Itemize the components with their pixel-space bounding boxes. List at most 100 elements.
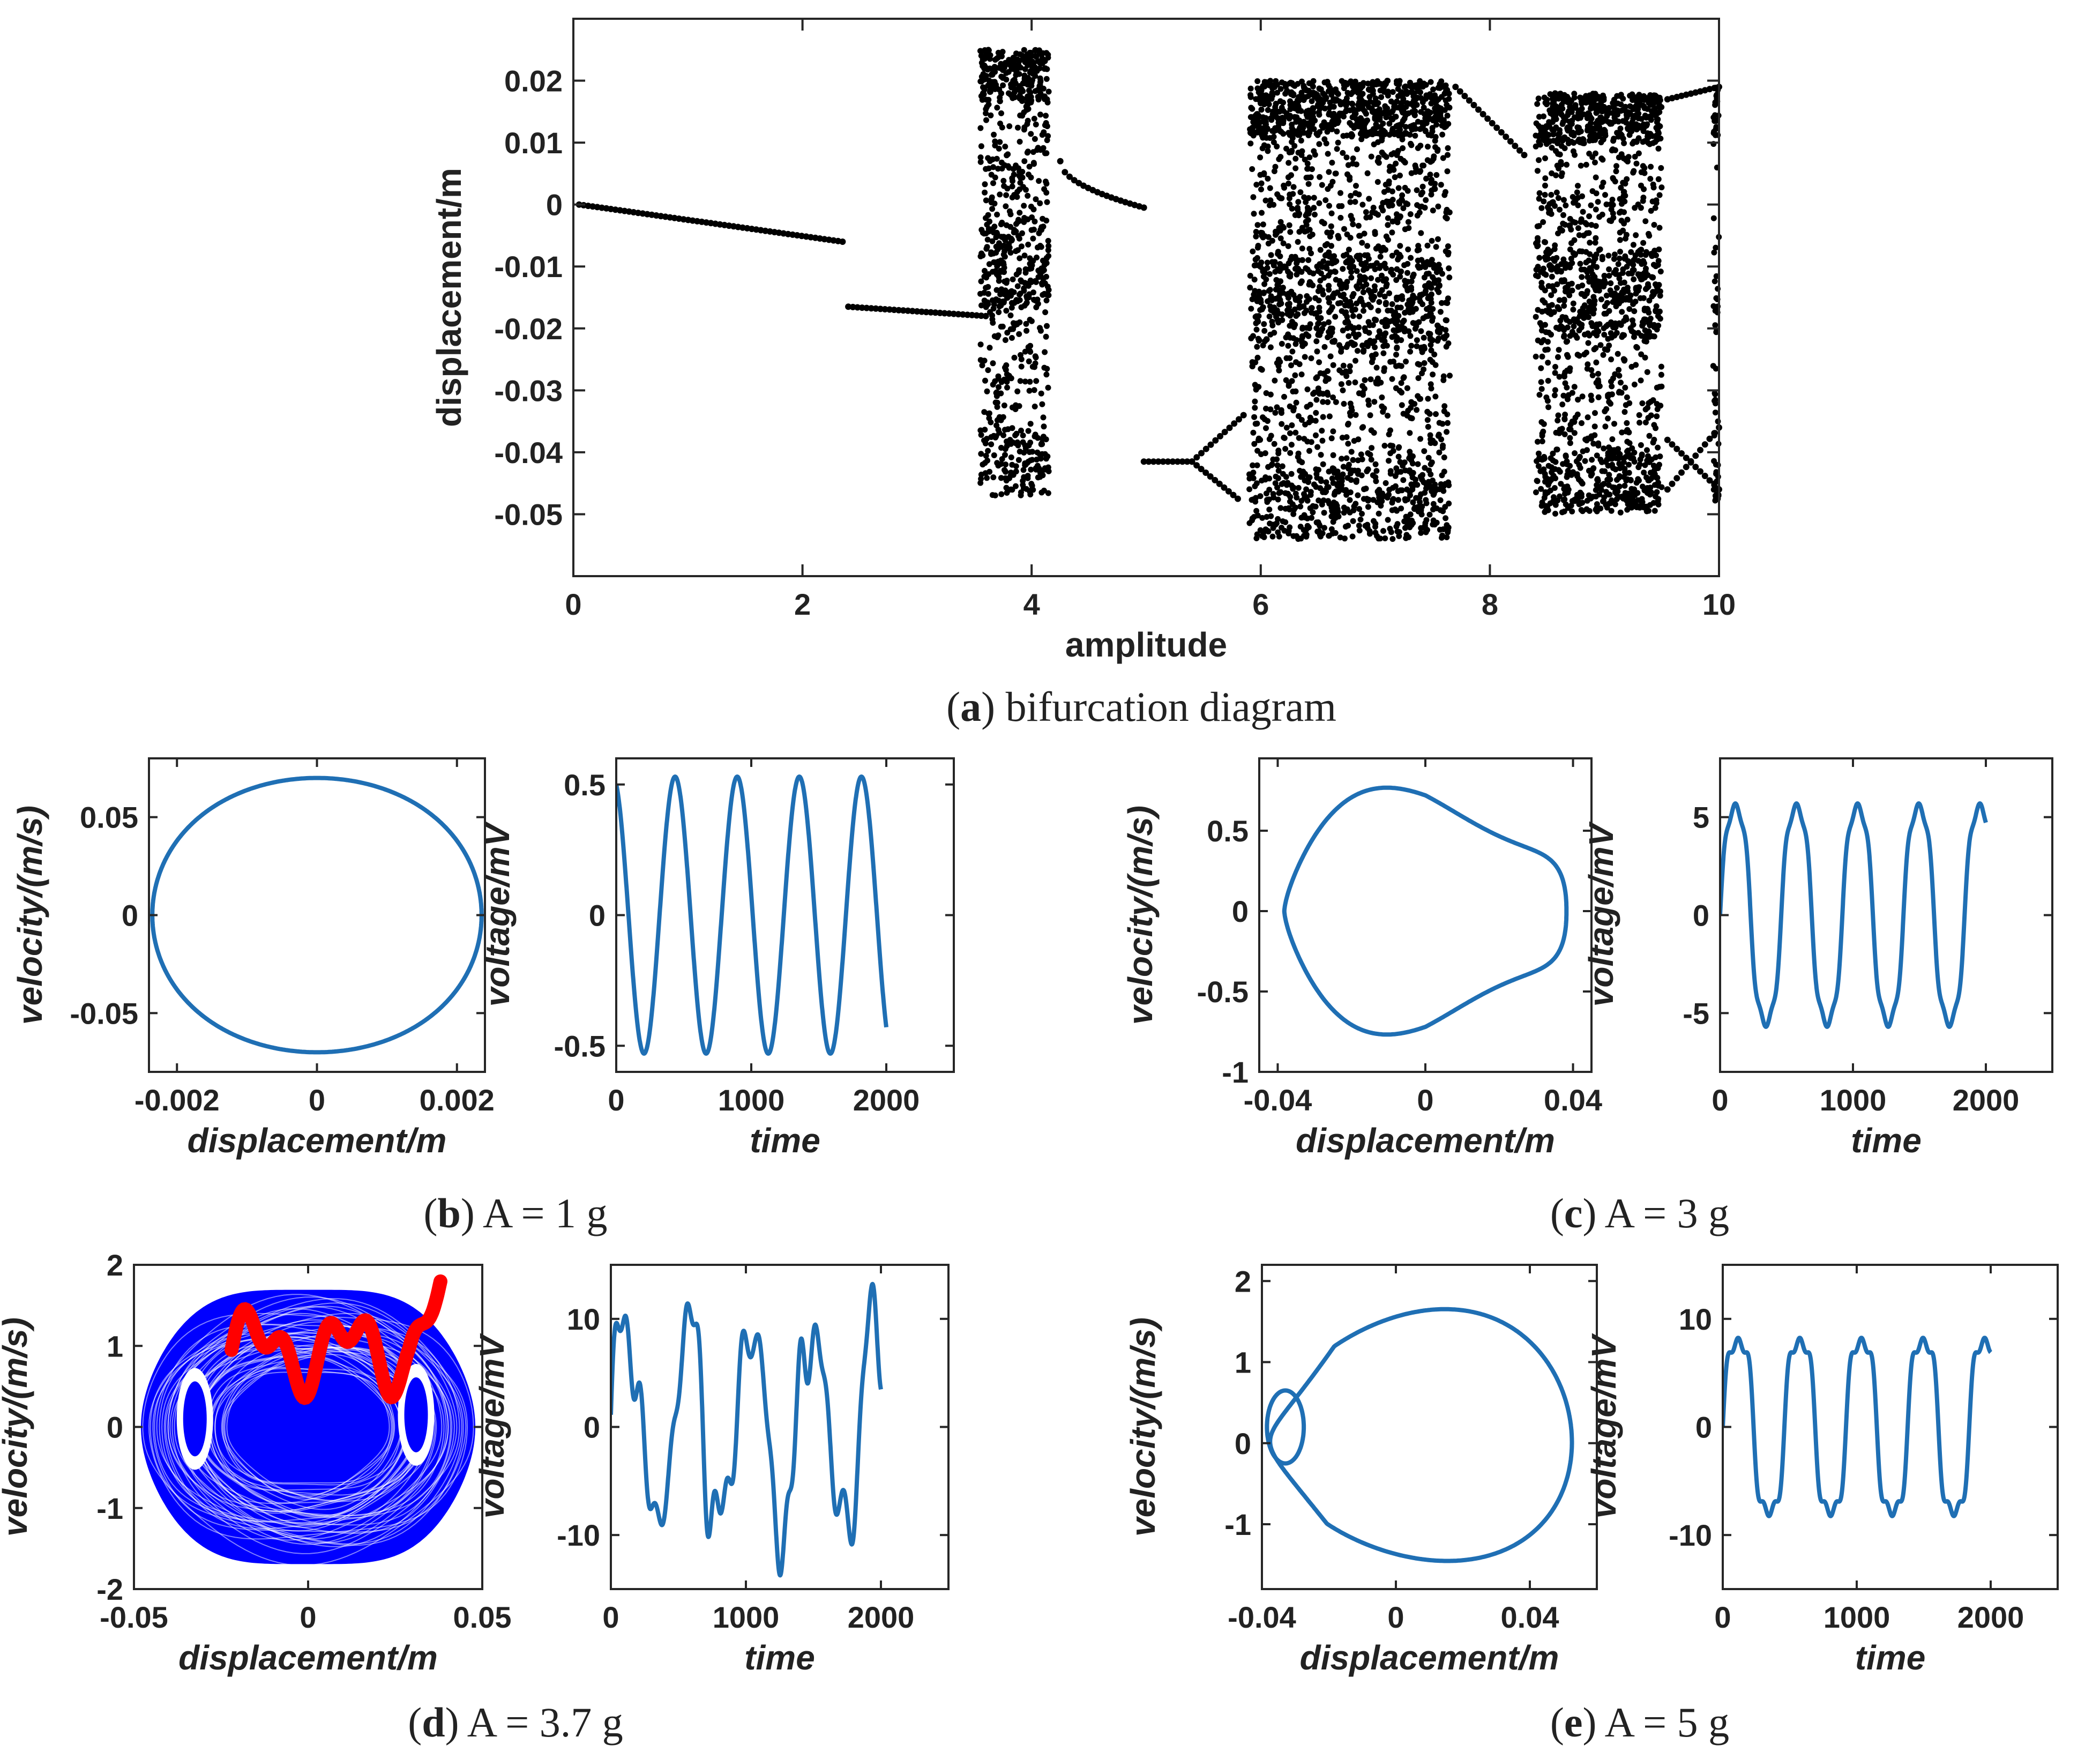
chaotic-point [1399, 89, 1404, 95]
chaotic-point [1357, 92, 1364, 99]
chaotic-point [1362, 275, 1369, 281]
chaotic-point [1357, 131, 1364, 137]
chaotic-point [1270, 525, 1276, 531]
chaotic-point [1384, 318, 1391, 324]
branch-point [1140, 458, 1147, 465]
chaotic-point [1298, 278, 1305, 285]
branch-point [1692, 452, 1699, 459]
chaotic-point [1402, 83, 1409, 90]
chaotic-point [1312, 117, 1318, 124]
chaotic-point [1641, 338, 1648, 344]
chaotic-point [1423, 517, 1430, 523]
chaotic-point [1364, 170, 1371, 176]
chaotic-point [1020, 482, 1026, 488]
chaotic-point [1027, 349, 1034, 355]
chaotic-point [1013, 463, 1019, 469]
chaotic-point [1414, 247, 1421, 254]
chaotic-point [1307, 233, 1313, 240]
chaotic-point [1256, 124, 1262, 131]
chaotic-point [1252, 359, 1259, 366]
chaotic-point [1249, 517, 1255, 524]
chaotic-point [1297, 524, 1304, 530]
chaotic-point [1012, 406, 1019, 412]
chaotic-point [1023, 327, 1030, 334]
chaotic-point [1252, 314, 1259, 320]
chaotic-point [1596, 491, 1603, 498]
chaotic-point [1440, 483, 1447, 490]
chaotic-point [1298, 371, 1305, 378]
chaotic-point [1352, 190, 1359, 196]
chaotic-point [1378, 503, 1384, 509]
chaotic-point [1268, 433, 1274, 439]
chaotic-point [1624, 394, 1630, 400]
chaotic-point [1364, 521, 1371, 528]
chaotic-point [1344, 299, 1351, 305]
chaotic-point [1654, 98, 1661, 105]
chaotic-point [1328, 253, 1334, 259]
chaotic-point [1636, 412, 1642, 418]
chaotic-point [1381, 493, 1387, 499]
chaotic-point [1445, 479, 1452, 486]
chaotic-point [1363, 281, 1370, 288]
chaotic-point [1566, 292, 1573, 299]
chaotic-point [1292, 297, 1299, 303]
chaotic-point [1321, 344, 1328, 350]
chaotic-point [1437, 309, 1444, 315]
chaotic-point [1396, 533, 1402, 539]
chaotic-point [1590, 263, 1597, 269]
chaotic-point [1306, 419, 1312, 426]
chaotic-point [1351, 111, 1358, 117]
chaotic-point [1028, 131, 1034, 137]
chaotic-point [1592, 240, 1598, 246]
chaotic-point [1417, 169, 1423, 175]
chaotic-point [1290, 486, 1296, 492]
chaotic-point [1003, 484, 1010, 491]
chaotic-point [1578, 491, 1585, 497]
chaotic-point [1370, 472, 1376, 479]
chaotic-point [1423, 95, 1429, 102]
chaotic-point [1585, 340, 1591, 346]
chaotic-point [1539, 438, 1545, 444]
chaotic-point [1638, 247, 1645, 253]
chaotic-point [1542, 471, 1548, 477]
chaotic-point [1381, 293, 1388, 300]
chaotic-point [1436, 262, 1442, 268]
branch-point [854, 304, 861, 311]
chaotic-point [1027, 421, 1034, 427]
chaotic-point [1655, 176, 1662, 182]
chaotic-point [1265, 234, 1272, 240]
chaotic-point [1289, 121, 1295, 128]
chaotic-point [1283, 145, 1289, 152]
branch-point [1202, 469, 1209, 476]
chaotic-point [1572, 219, 1579, 226]
chaotic-point [982, 470, 989, 476]
chaotic-point [1313, 397, 1320, 403]
chaotic-point [1267, 303, 1273, 309]
chaotic-point [1434, 148, 1441, 154]
chaotic-point [1356, 313, 1363, 319]
chaotic-point [1650, 102, 1656, 108]
chaotic-point [1306, 448, 1312, 454]
chaotic-point [981, 409, 988, 415]
chaotic-point [1423, 197, 1429, 203]
chaotic-point [1329, 475, 1335, 482]
chaotic-point [1372, 130, 1379, 137]
chaotic-point [995, 54, 1002, 61]
chaotic-point [1253, 182, 1260, 188]
chaotic-point [986, 261, 992, 267]
chaotic-point [1352, 199, 1358, 205]
chaotic-point [1331, 469, 1337, 476]
chaotic-point [1310, 106, 1317, 112]
chaotic-point [1605, 391, 1612, 398]
chaotic-point [1288, 79, 1294, 86]
chaotic-point [1037, 200, 1043, 206]
chaotic-point [1015, 165, 1022, 172]
chaotic-point [1656, 461, 1662, 468]
chaotic-point [1328, 229, 1335, 236]
chaotic-point [1405, 246, 1411, 252]
chaotic-point [1393, 277, 1400, 283]
chaotic-point [1366, 196, 1372, 202]
chaotic-point [1301, 340, 1307, 346]
chaotic-point [1008, 92, 1014, 98]
chaotic-point [1035, 274, 1042, 280]
